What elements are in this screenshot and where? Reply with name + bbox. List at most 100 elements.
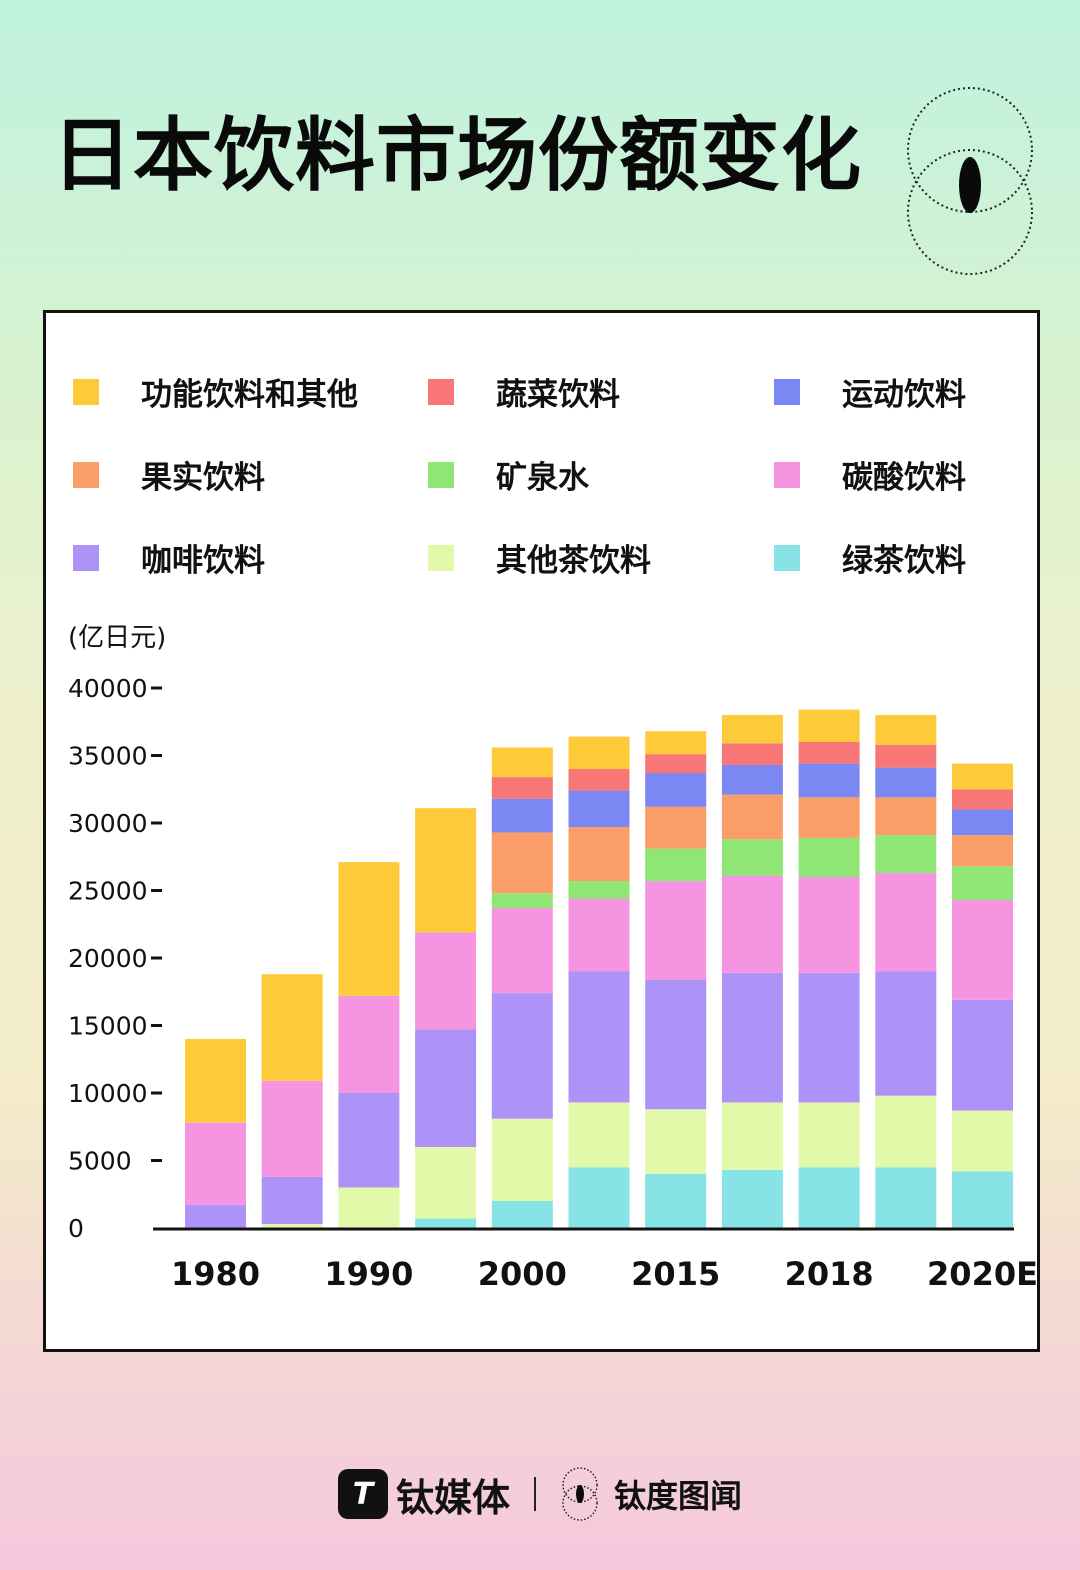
bar-segment <box>415 808 477 933</box>
bar-segment <box>721 875 783 973</box>
chart-panel: 功能饮料和其他 蔬菜饮料 运动饮料 果实饮料 矿泉水 碳酸饮料 咖啡饮料 其他 <box>43 310 1040 1352</box>
legend-item: 碳酸饮料 <box>774 452 966 497</box>
legend-label: 矿泉水 <box>496 460 589 496</box>
brand-name: 钛媒体 <box>395 1475 510 1520</box>
legend-item: 蔬菜饮料 <box>428 369 620 414</box>
bar-segment <box>721 839 783 876</box>
brand-logo-icon: T <box>337 1469 388 1519</box>
bar-segment <box>875 1167 937 1228</box>
bar-segment <box>338 995 400 1093</box>
legend-label: 咖啡饮料 <box>141 543 265 579</box>
bar-segment <box>875 872 937 972</box>
bar-segment <box>185 1122 246 1206</box>
bar-segment <box>952 1171 1013 1228</box>
bar-segment <box>645 731 707 755</box>
bar-segment <box>491 893 553 909</box>
y-tick-label: 30000 <box>68 809 148 838</box>
legend-label: 碳酸饮料 <box>842 460 966 496</box>
y-axis-unit-label: (亿日元) <box>68 623 166 653</box>
legend-swatch <box>428 544 454 571</box>
bar-segment <box>952 866 1013 900</box>
bar-segment <box>491 777 553 799</box>
partner-name: 钛度图闻 <box>614 1477 743 1515</box>
bar-segment <box>568 736 630 769</box>
legend-swatch <box>774 378 800 405</box>
legend-swatch <box>73 378 99 405</box>
bar-segment <box>875 767 937 798</box>
legend-label: 运动饮料 <box>842 377 966 413</box>
bar-segment <box>568 881 630 899</box>
x-tick-label: 2020E <box>927 1255 1037 1293</box>
bar-segment <box>645 848 707 882</box>
legend-swatch <box>428 378 454 405</box>
legend-label: 其他茶饮料 <box>496 543 651 579</box>
y-tick-label: 15000 <box>68 1012 148 1041</box>
bar-segment <box>568 769 630 791</box>
bar-segment <box>721 1102 783 1170</box>
legend-label: 功能饮料和其他 <box>141 377 358 413</box>
bar-segment <box>721 1169 783 1228</box>
bar-segment <box>875 744 937 768</box>
bar-segment <box>721 794 783 840</box>
y-tick-label: 10000 <box>68 1079 148 1108</box>
bar-segment <box>645 806 707 849</box>
bar-segment <box>952 789 1013 810</box>
bar-segment <box>798 837 860 877</box>
footer-divider <box>534 1477 536 1511</box>
bar-segment <box>491 1201 553 1228</box>
bar-segment <box>491 747 553 778</box>
bar-segment <box>185 1039 246 1123</box>
bar-segment <box>875 971 937 1096</box>
bar-segment <box>645 881 707 980</box>
bar-segment <box>875 715 937 745</box>
x-tick-label: 1990 <box>324 1255 413 1293</box>
y-tick-label: 40000 <box>68 674 148 703</box>
bar-segment <box>798 877 860 973</box>
bar-segment <box>875 1095 937 1168</box>
bar-segment <box>415 932 477 1030</box>
bar-segment <box>952 835 1013 867</box>
bar-segment <box>338 862 400 996</box>
bar-segment <box>875 835 937 873</box>
bar-segment <box>798 972 860 1103</box>
bar-segment <box>952 899 1013 1000</box>
legend-swatch <box>774 461 800 488</box>
bar-segment <box>798 1102 860 1168</box>
legend: 功能饮料和其他 蔬菜饮料 运动饮料 果实饮料 矿泉水 碳酸饮料 咖啡饮料 其他 <box>46 313 1037 579</box>
legend-item: 咖啡饮料 <box>73 535 265 580</box>
bar-segment <box>415 1147 477 1219</box>
bar-segment <box>798 709 860 742</box>
legend-swatch <box>73 461 99 488</box>
y-tick-label: 0 <box>68 1214 84 1243</box>
bar-segment <box>491 798 553 833</box>
legend-label: 绿茶饮料 <box>842 543 966 579</box>
bar-segment <box>952 999 1013 1111</box>
y-tick-label: 5000 <box>68 1147 132 1176</box>
bar-segment <box>952 1110 1013 1172</box>
x-tick-label: 1980 <box>171 1255 260 1293</box>
y-tick-label: 35000 <box>68 742 148 771</box>
bar-segment <box>491 1118 553 1201</box>
bar-segment <box>261 974 323 1081</box>
eye-icon <box>562 1467 598 1521</box>
bar-segment <box>645 773 707 807</box>
bar-segment <box>185 1205 246 1228</box>
bar-segment <box>568 971 630 1103</box>
bar-segment <box>645 1109 707 1174</box>
bar-segment <box>645 1174 707 1228</box>
bar-segment <box>338 1187 400 1228</box>
bar-segment <box>721 764 783 795</box>
bar-segment <box>568 898 630 972</box>
bar-segment <box>568 1102 630 1168</box>
bar-segment <box>568 1167 630 1228</box>
legend-swatch <box>73 544 99 571</box>
bar-segment <box>491 908 553 994</box>
legend-swatch <box>428 461 454 488</box>
eye-logo-icon <box>907 87 1033 275</box>
bar-segment <box>491 993 553 1119</box>
bar-segment <box>645 979 707 1110</box>
x-tick-label: 2000 <box>478 1255 567 1293</box>
legend-item: 运动饮料 <box>774 369 966 414</box>
legend-label: 蔬菜饮料 <box>496 377 620 413</box>
bar-segment <box>952 809 1013 836</box>
